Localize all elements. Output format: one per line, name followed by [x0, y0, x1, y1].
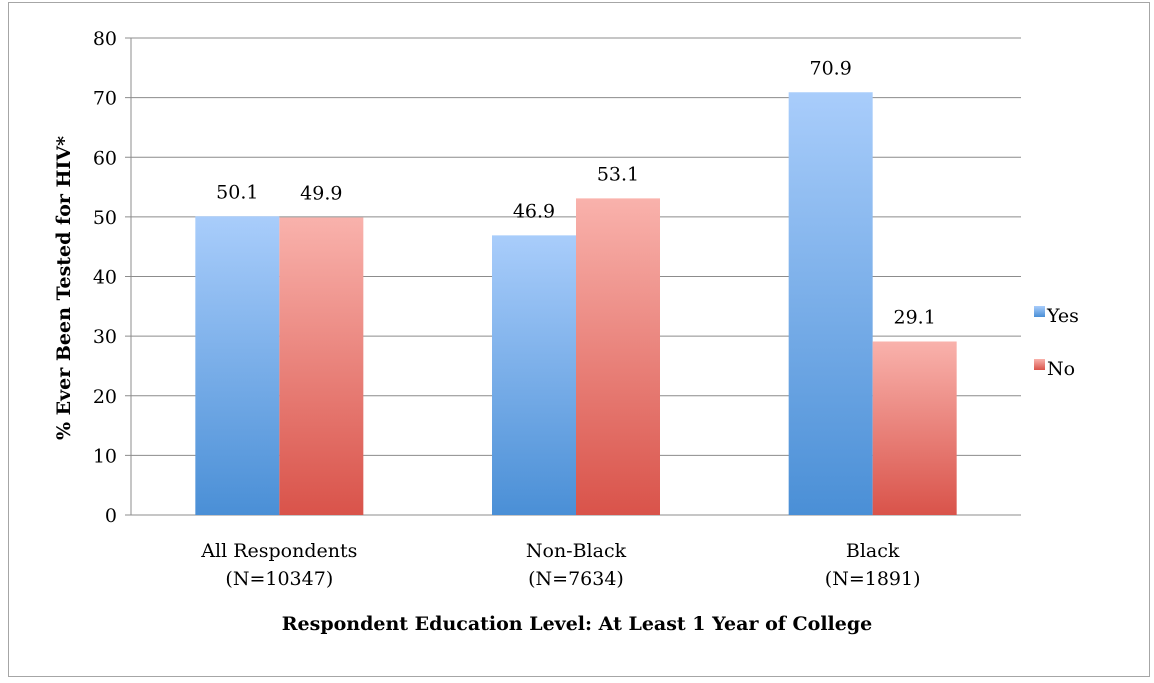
y-tick-label: 50 [93, 207, 117, 229]
y-tick-label: 60 [93, 147, 117, 169]
y-axis-title: % Ever Been Tested for HIV* [53, 136, 75, 440]
bar-yes-2 [788, 92, 873, 515]
y-tick-label: 40 [93, 267, 117, 289]
x-category-label: (N=7634) [528, 568, 624, 590]
y-tick-label: 20 [93, 386, 117, 408]
data-label: 50.1 [216, 181, 258, 203]
legend-label-no: No [1047, 358, 1075, 380]
y-tick-label: 10 [93, 445, 117, 467]
y-tick-label: 80 [93, 28, 117, 50]
x-category-label: Non-Black [526, 540, 627, 562]
data-label: 53.1 [597, 163, 639, 185]
y-tick-label: 0 [105, 505, 117, 527]
bar-yes-1 [492, 235, 576, 515]
data-label: 70.9 [810, 57, 852, 79]
legend-swatch-no [1034, 359, 1045, 370]
x-category-label: Black [846, 540, 900, 562]
data-label: 29.1 [894, 306, 936, 328]
x-category-label: All Respondents [200, 540, 357, 562]
x-category-label: (N=1891) [825, 568, 921, 590]
x-axis-title: Respondent Education Level: At Least 1 Y… [282, 613, 872, 635]
bar-no-1 [576, 198, 660, 516]
y-axis-ticks: 0 10 20 30 40 50 60 70 80 [93, 28, 117, 527]
data-label: 49.9 [300, 182, 342, 204]
x-axis-categories: All Respondents (N=10347) Non-Black (N=7634… [200, 540, 920, 590]
bar-no-0 [279, 217, 364, 515]
x-category-label: (N=10347) [225, 568, 333, 590]
legend-swatch-yes [1034, 306, 1045, 317]
data-label: 46.9 [513, 200, 555, 222]
y-tick-label: 70 [93, 88, 117, 110]
bar-yes-0 [195, 216, 280, 515]
bars [195, 92, 957, 516]
data-labels: 50.1 49.9 46.9 53.1 70.9 29.1 [216, 57, 936, 328]
legend: Yes No [1034, 305, 1079, 380]
bar-no-2 [872, 341, 957, 515]
legend-label-yes: Yes [1046, 305, 1079, 327]
y-tick-label: 30 [93, 326, 117, 348]
